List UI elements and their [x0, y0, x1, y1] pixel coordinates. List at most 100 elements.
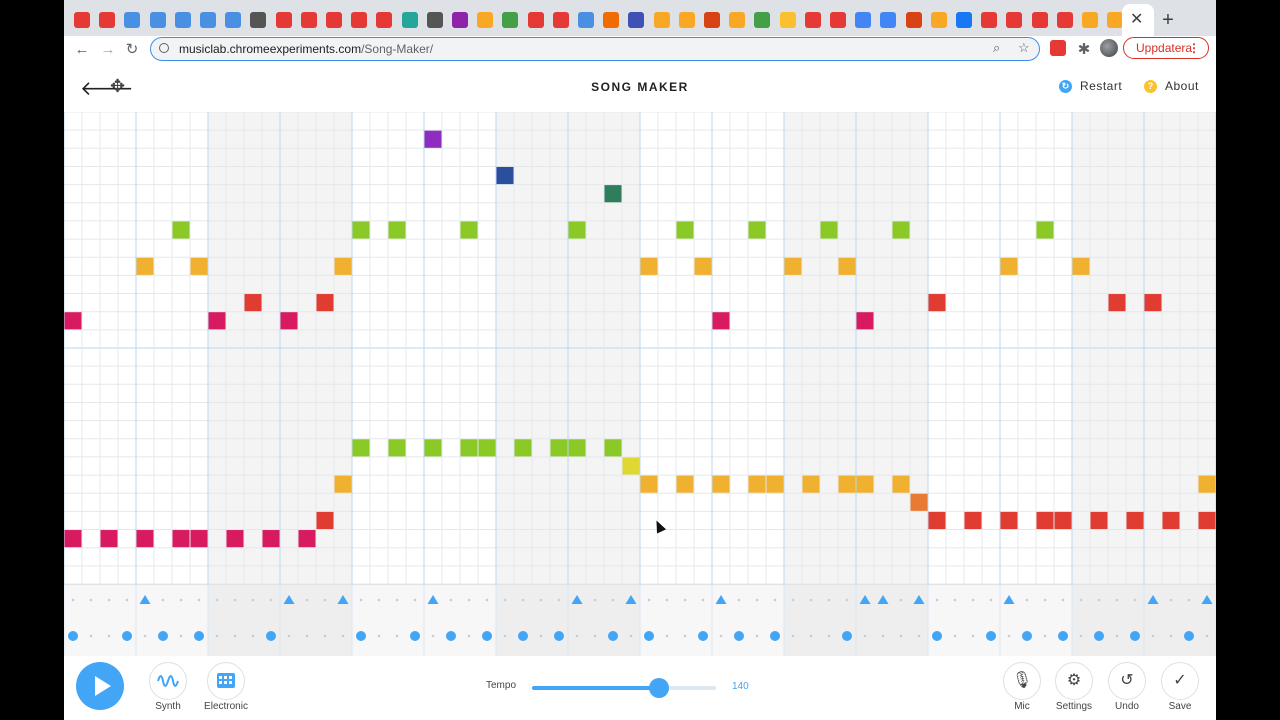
drum-circle-note[interactable]	[518, 631, 528, 641]
note-cell[interactable]	[712, 475, 730, 493]
drum-empty-dot[interactable]	[233, 634, 237, 638]
browser-tab[interactable]	[977, 8, 1001, 32]
note-cell[interactable]	[460, 221, 478, 239]
drum-empty-dot[interactable]	[1025, 598, 1029, 602]
note-cell[interactable]	[838, 475, 856, 493]
note-cell[interactable]	[424, 130, 442, 148]
extension-icon[interactable]	[1050, 40, 1066, 56]
drum-empty-dot[interactable]	[323, 634, 327, 638]
play-button[interactable]	[76, 662, 124, 710]
note-cell[interactable]	[1144, 294, 1162, 312]
note-cell[interactable]	[1090, 511, 1108, 530]
note-cell[interactable]	[856, 475, 874, 493]
restart-icon[interactable]: ↻	[1059, 80, 1072, 93]
drum-empty-dot[interactable]	[1187, 598, 1191, 602]
drum-empty-dot[interactable]	[1205, 634, 1209, 638]
browser-tab[interactable]	[498, 8, 522, 32]
new-tab-button[interactable]: +	[1162, 9, 1174, 31]
note-cell[interactable]	[910, 493, 928, 511]
drum-empty-dot[interactable]	[773, 598, 777, 602]
note-cell[interactable]	[694, 257, 712, 275]
note-cell[interactable]	[334, 475, 352, 493]
drum-empty-dot[interactable]	[503, 634, 507, 638]
drum-empty-dot[interactable]	[791, 634, 795, 638]
drum-empty-dot[interactable]	[1115, 634, 1119, 638]
browser-tab[interactable]	[1078, 8, 1102, 32]
drum-circle-note[interactable]	[1022, 631, 1032, 641]
drum-circle-note[interactable]	[986, 631, 996, 641]
note-cell[interactable]	[334, 257, 352, 275]
drum-circle-note[interactable]	[1130, 631, 1140, 641]
browser-tab[interactable]	[524, 8, 548, 32]
url-text[interactable]: musiclab.chromeexperiments.com/Song-Make…	[179, 42, 433, 56]
drum-empty-dot[interactable]	[953, 598, 957, 602]
drum-empty-dot[interactable]	[359, 598, 363, 602]
browser-tab[interactable]	[398, 8, 422, 32]
browser-tab[interactable]	[95, 8, 119, 32]
drum-empty-dot[interactable]	[953, 634, 957, 638]
browser-tab[interactable]	[322, 8, 346, 32]
drum-triangle-note[interactable]	[877, 595, 889, 604]
note-cell[interactable]	[352, 221, 370, 239]
drum-empty-dot[interactable]	[1061, 598, 1065, 602]
drum-empty-dot[interactable]	[719, 634, 723, 638]
browser-tab[interactable]	[851, 8, 875, 32]
drum-triangle-note[interactable]	[571, 595, 583, 604]
drum-empty-dot[interactable]	[1007, 634, 1011, 638]
note-cell[interactable]	[640, 475, 658, 493]
drum-empty-dot[interactable]	[179, 598, 183, 602]
note-cell[interactable]	[676, 221, 694, 239]
drum-empty-dot[interactable]	[161, 598, 165, 602]
drum-empty-dot[interactable]	[971, 598, 975, 602]
drum-empty-dot[interactable]	[107, 598, 111, 602]
browser-tab[interactable]	[927, 8, 951, 32]
back-arrow-icon[interactable]: 🡐	[80, 78, 134, 100]
drum-empty-dot[interactable]	[575, 634, 579, 638]
browser-tab[interactable]	[120, 8, 144, 32]
drum-circle-note[interactable]	[122, 631, 132, 641]
note-cell[interactable]	[280, 312, 298, 330]
drum-empty-dot[interactable]	[143, 634, 147, 638]
extensions-puzzle-icon[interactable]: ✱	[1077, 41, 1091, 58]
note-cell[interactable]	[316, 294, 334, 312]
note-cell[interactable]	[1000, 257, 1018, 275]
drum-empty-dot[interactable]	[467, 598, 471, 602]
drum-circle-note[interactable]	[1094, 631, 1104, 641]
drum-circle-note[interactable]	[554, 631, 564, 641]
drum-empty-dot[interactable]	[755, 598, 759, 602]
note-cell[interactable]	[766, 475, 784, 493]
drum-empty-dot[interactable]	[629, 634, 633, 638]
note-cell[interactable]	[1000, 511, 1018, 530]
electronic-button[interactable]	[207, 662, 245, 700]
drum-empty-dot[interactable]	[935, 598, 939, 602]
melody-grid-svg[interactable]	[64, 112, 1216, 584]
browser-tab[interactable]	[196, 8, 220, 32]
drum-empty-dot[interactable]	[71, 598, 75, 602]
drum-triangle-note[interactable]	[1201, 595, 1213, 604]
browser-tab[interactable]	[675, 8, 699, 32]
browser-tab[interactable]	[372, 8, 396, 32]
drum-empty-dot[interactable]	[539, 634, 543, 638]
drum-empty-dot[interactable]	[431, 634, 435, 638]
note-cell[interactable]	[892, 221, 910, 239]
forward-icon[interactable]: →	[100, 41, 116, 58]
note-cell[interactable]	[478, 439, 496, 457]
drum-empty-dot[interactable]	[377, 598, 381, 602]
drum-empty-dot[interactable]	[467, 634, 471, 638]
note-cell[interactable]	[190, 257, 208, 275]
drum-empty-dot[interactable]	[305, 634, 309, 638]
note-cell[interactable]	[568, 439, 586, 457]
drum-triangle-note[interactable]	[427, 595, 439, 604]
note-cell[interactable]	[460, 439, 478, 457]
drum-empty-dot[interactable]	[683, 598, 687, 602]
browser-tab[interactable]	[700, 8, 724, 32]
drum-circle-note[interactable]	[194, 631, 204, 641]
browser-tab[interactable]	[574, 8, 598, 32]
profile-avatar[interactable]	[1100, 39, 1118, 57]
zoom-icon[interactable]: ⌕	[993, 40, 1001, 55]
browser-tab[interactable]	[549, 8, 573, 32]
drum-circle-note[interactable]	[770, 631, 780, 641]
note-cell[interactable]	[892, 475, 910, 493]
note-cell[interactable]	[1198, 475, 1216, 493]
note-cell[interactable]	[424, 439, 442, 457]
